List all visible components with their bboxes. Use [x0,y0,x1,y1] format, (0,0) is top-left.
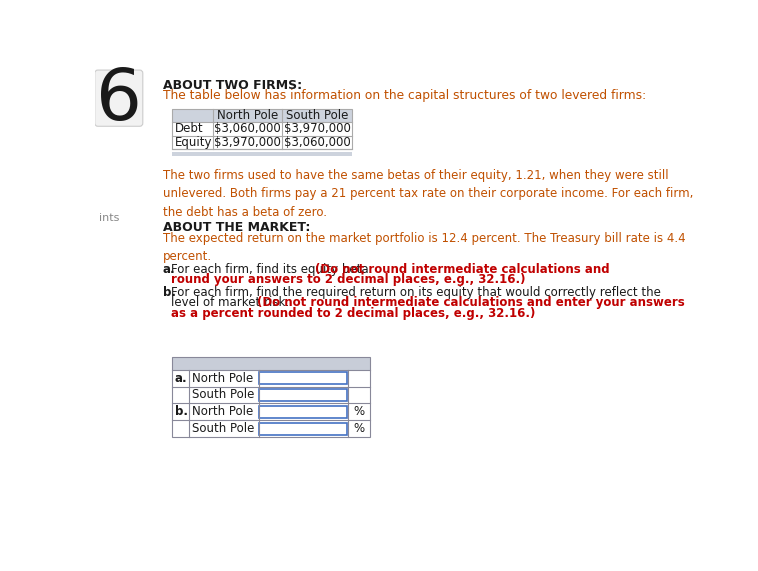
Text: South Pole: South Pole [286,109,349,122]
Text: round your answers to 2 decimal places, e.g., 32.16.): round your answers to 2 decimal places, … [171,274,526,286]
Text: North Pole: North Pole [192,405,253,419]
Text: (Do not round intermediate calculations and: (Do not round intermediate calculations … [315,263,609,276]
Bar [172,357,370,369]
Text: The two firms used to have the same betas of their equity, 1.21, when they were : The two firms used to have the same beta… [163,168,694,219]
Text: level of market risk.: level of market risk. [171,296,290,309]
Bar [259,423,346,435]
Text: a.: a. [163,263,176,276]
Bar [172,108,352,122]
Bar [172,357,370,437]
Text: Debt: Debt [175,122,204,135]
Text: %: % [353,405,365,419]
Text: The table below has information on the capital structures of two levered firms:: The table below has information on the c… [163,89,646,102]
Text: North Pole: North Pole [217,109,278,122]
Text: $3,970,000: $3,970,000 [214,135,281,148]
Bar [172,152,352,156]
Text: %: % [353,423,365,435]
Text: b.: b. [174,405,187,419]
Text: South Pole: South Pole [192,388,254,401]
Text: Equity: Equity [175,135,213,148]
Text: $3,060,000: $3,060,000 [283,135,350,148]
FancyBboxPatch shape [95,70,143,126]
Text: ABOUT THE MARKET:: ABOUT THE MARKET: [163,221,310,234]
Text: a.: a. [174,372,187,384]
Bar [259,406,346,418]
Text: as a percent rounded to 2 decimal places, e.g., 32.16.): as a percent rounded to 2 decimal places… [171,307,536,320]
Text: For each firm, find the required return on its equity that would correctly refle: For each firm, find the required return … [171,286,661,299]
Text: b.: b. [163,286,176,299]
Text: ints: ints [99,214,120,223]
Text: 6: 6 [96,66,142,135]
Text: The expected return on the market portfolio is 12.4 percent. The Treasury bill r: The expected return on the market portfo… [163,232,685,263]
Text: South Pole: South Pole [192,423,254,435]
Bar [259,372,346,384]
Text: (Do not round intermediate calculations and enter your answers: (Do not round intermediate calculations … [257,296,684,309]
Text: ABOUT TWO FIRMS:: ABOUT TWO FIRMS: [163,79,302,91]
Bar [172,108,352,148]
Text: North Pole: North Pole [192,372,253,384]
Text: For each firm, find its equity beta.: For each firm, find its equity beta. [171,263,373,276]
Text: $3,970,000: $3,970,000 [283,122,351,135]
Text: $3,060,000: $3,060,000 [214,122,280,135]
Bar [259,389,346,401]
